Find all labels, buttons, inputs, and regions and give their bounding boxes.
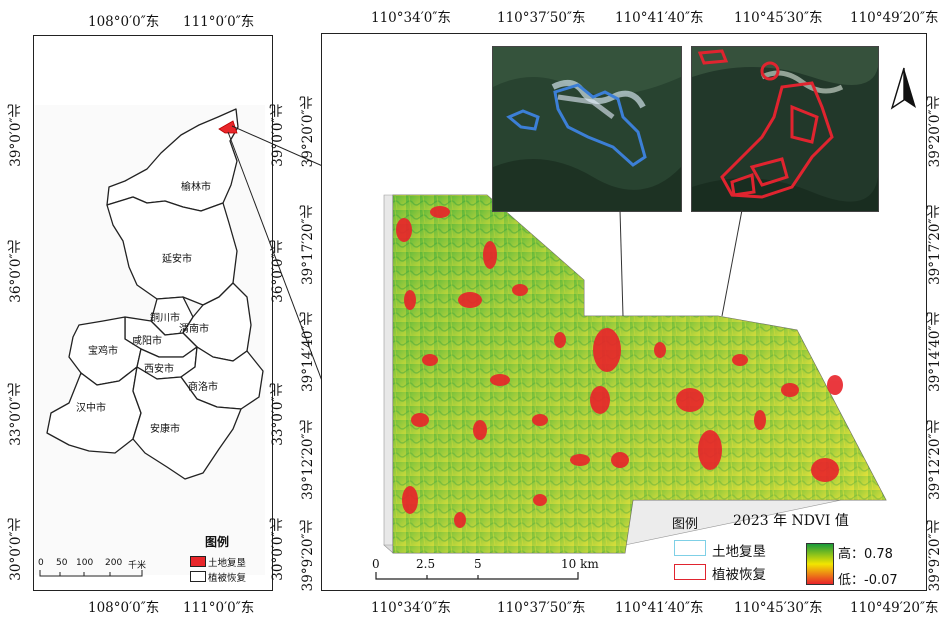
- detail-scale-bar: [375, 572, 579, 580]
- detail-legend-label-1: 植被恢复: [712, 567, 766, 583]
- overview-scale-bar: [39, 570, 143, 577]
- north-arrow-icon: [890, 67, 916, 110]
- overview-scale-tick-3: 200: [105, 558, 123, 568]
- detail-scale-tick-2: 5: [474, 557, 482, 571]
- ndvi-low-label: 低：-0.07: [838, 573, 898, 588]
- overview-legend-swatch-1: [190, 571, 206, 582]
- inset-satellite-image-2: [692, 47, 878, 211]
- city-label-weinan: 渭南市: [179, 324, 209, 335]
- detail-top-tick-0: 110°34′0″东: [371, 10, 451, 26]
- detail-bottom-tick-4: 110°49′20″东: [850, 600, 939, 616]
- city-label-xianyang: 咸阳市: [132, 336, 162, 347]
- overview-legend-label-0: 土地复垦: [208, 558, 247, 569]
- detail-legend-label-0: 土地复垦: [712, 544, 766, 560]
- overview-bottom-tick-1: 111°0′0″东: [183, 600, 255, 616]
- city-label-yanan: 延安市: [162, 254, 192, 265]
- detail-ndvi-title: 2023 年 NDVI 值: [733, 513, 849, 529]
- city-label-baoji: 宝鸡市: [88, 346, 118, 357]
- city-label-tongchuan: 铜川市: [150, 313, 180, 324]
- ndvi-high-label: 高：0.78: [838, 547, 893, 562]
- overview-legend-swatch-0: [190, 556, 206, 567]
- detail-bottom-tick-3: 110°45′30″东: [734, 600, 823, 616]
- city-label-yulin: 榆林市: [181, 182, 211, 193]
- city-label-ankang: 安康市: [150, 424, 180, 435]
- city-label-xian: 西安市: [144, 364, 174, 375]
- detail-bottom-tick-0: 110°34′0″东: [371, 600, 451, 616]
- overview-scale-tick-1: 50: [56, 558, 68, 568]
- detail-legend-swatch-0: [674, 540, 706, 556]
- overview-scale-tick-0: 0: [38, 558, 44, 568]
- inset-frame-2: [691, 46, 879, 212]
- overview-top-tick-0: 108°0′0″东: [88, 14, 160, 30]
- overview-legend-label-1: 植被恢复: [208, 573, 247, 584]
- detail-legend-title: 图例: [672, 517, 699, 532]
- city-label-hanzhong: 汉中市: [76, 403, 106, 414]
- overview-scale-unit: 千米: [128, 561, 147, 571]
- city-label-shangluo: 商洛市: [188, 382, 218, 393]
- region-ankang: [132, 366, 242, 480]
- detail-scale-tick-0: 0: [372, 557, 380, 571]
- overview-scale-tick-2: 100: [76, 558, 94, 568]
- study-area-marker: [218, 120, 238, 134]
- overview-top-tick-1: 111°0′0″东: [183, 14, 255, 30]
- shaanxi-province-map: [35, 105, 265, 575]
- detail-top-tick-4: 110°49′20″东: [850, 10, 939, 26]
- detail-bottom-tick-2: 110°41′40″东: [615, 600, 704, 616]
- ndvi-color-ramp: [806, 543, 834, 585]
- inset-frame-1: [492, 46, 682, 212]
- overview-bottom-tick-0: 108°0′0″东: [88, 600, 160, 616]
- detail-top-tick-1: 110°37′50″东: [497, 10, 586, 26]
- inset-satellite-image-1: [493, 47, 681, 211]
- overview-legend-title: 图例: [205, 535, 230, 549]
- detail-top-tick-3: 110°45′30″东: [734, 10, 823, 26]
- detail-top-tick-2: 110°41′40″东: [615, 10, 704, 26]
- detail-legend-swatch-1: [674, 564, 706, 580]
- detail-scale-tick-3: 10 km: [561, 557, 599, 571]
- detail-scale-tick-1: 2.5: [416, 557, 436, 571]
- detail-bottom-tick-1: 110°37′50″东: [497, 600, 586, 616]
